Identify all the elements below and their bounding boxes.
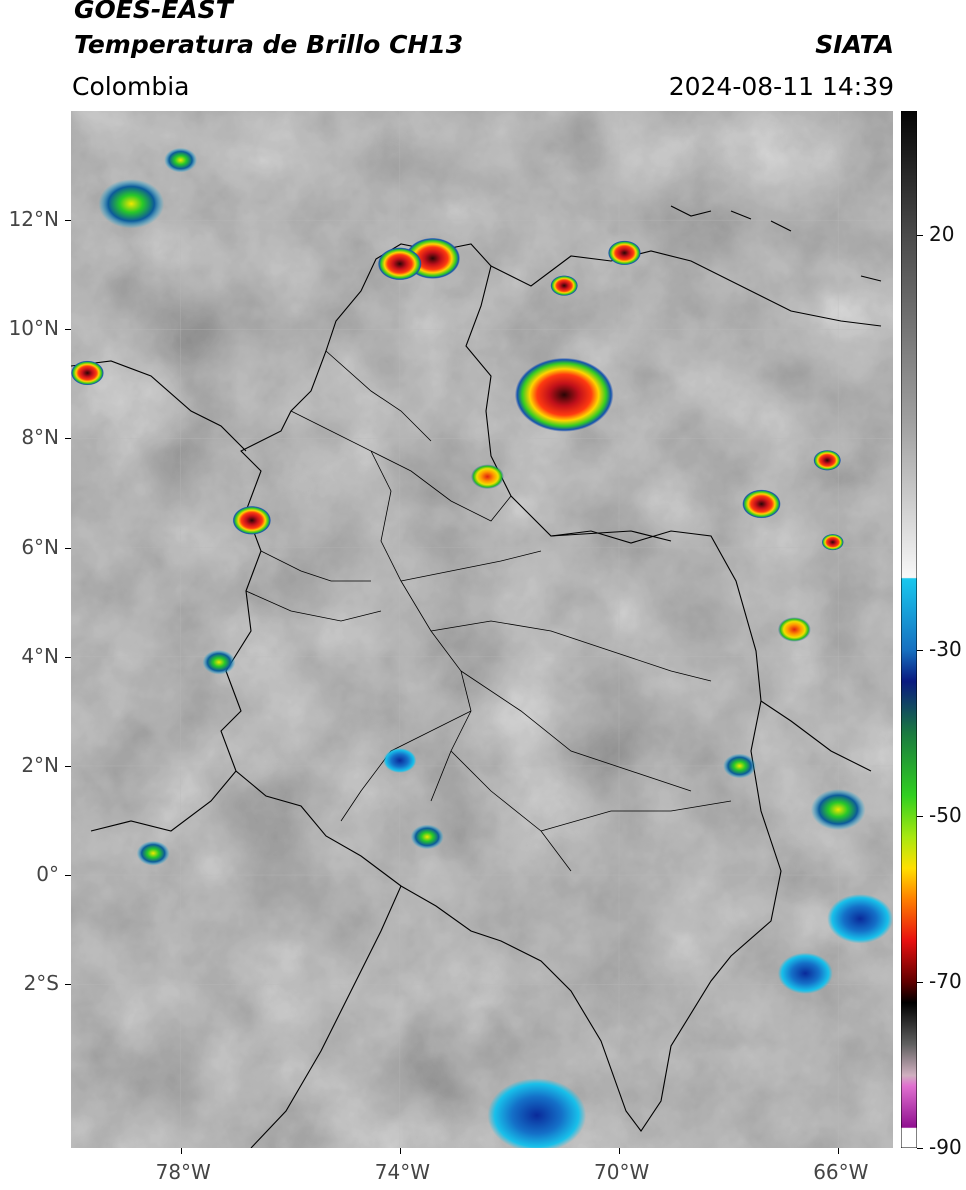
lat-tick-label: 0° (36, 862, 59, 887)
agency-label: SIATA (815, 30, 894, 59)
storm-cell-red (550, 275, 578, 296)
lat-tick-label: 8°N (21, 425, 59, 450)
colorbar-tick-label: -50 (929, 803, 962, 828)
satellite-map (71, 111, 893, 1148)
lat-tick (65, 656, 71, 658)
lat-tick (65, 329, 71, 331)
lon-tick-label: 70°W (594, 1160, 650, 1184)
venezuela-border (490, 250, 882, 772)
satellite-title: GOES-EAST (74, 0, 233, 24)
storm-cell-orange (471, 464, 504, 490)
colorbar (901, 111, 917, 1148)
storm-cell-green (723, 753, 756, 779)
lon-tick (180, 1148, 182, 1154)
storm-cell-red (514, 357, 614, 432)
storm-cell-red (377, 247, 422, 281)
lon-tick-label: 66°W (813, 1160, 869, 1184)
lat-tick-label: 12°N (8, 207, 59, 232)
ecuador-peru-border (90, 770, 402, 1148)
storm-cell-red (742, 489, 781, 519)
lat-tick (65, 875, 71, 877)
region-label: Colombia (72, 72, 190, 101)
lat-tick-label: 4°N (21, 643, 59, 668)
storm-cell-green (202, 649, 236, 675)
storm-cell-blue (777, 952, 833, 994)
colorbar-ramp (901, 111, 917, 1148)
storm-cell-green (164, 147, 198, 173)
storm-cell-green (98, 179, 165, 229)
storm-cell-red (71, 360, 104, 386)
storm-cell-red (232, 505, 272, 535)
lat-tick-label: 6°N (21, 534, 59, 559)
lat-tick (65, 765, 71, 767)
cloud-texture (71, 111, 893, 1148)
storm-cell-red (608, 240, 641, 266)
lat-tick (65, 547, 71, 549)
storm-cell-blue (827, 894, 893, 944)
storm-cell-red (821, 533, 844, 551)
panama-coast (71, 360, 247, 452)
storm-cell-green (410, 824, 444, 850)
product-title: Temperatura de Brillo CH13 (74, 30, 464, 59)
lon-tick-label: 74°W (374, 1160, 431, 1184)
storm-cell-red (813, 450, 841, 471)
lon-tick (399, 1148, 401, 1154)
lon-tick-label: 78°W (155, 1160, 211, 1184)
lat-tick-label: 2°S (23, 971, 59, 996)
lat-tick-label: 2°N (21, 752, 59, 777)
colorbar-tick (917, 235, 923, 237)
colorbar-tick-label: -90 (929, 1135, 962, 1159)
lat-tick-label: 10°N (8, 316, 59, 341)
colorbar-tick-label: -30 (929, 637, 962, 662)
colorbar-tick-label: 20 (929, 222, 955, 247)
colorbar-tick-label: -70 (929, 969, 962, 994)
storm-cell-blue (383, 748, 417, 773)
datetime-label: 2024-08-11 14:39 (668, 72, 894, 101)
storm-cell-orange (777, 617, 811, 642)
storm-cell-green (810, 789, 866, 831)
colorbar-tick (917, 816, 923, 818)
storm-cell-green (136, 840, 170, 866)
convective-cells (71, 147, 893, 1148)
colorbar-tick (917, 650, 923, 652)
colorbar-tick (917, 982, 923, 984)
lat-tick (65, 220, 71, 222)
colorbar-tick (917, 1148, 923, 1149)
lat-tick (65, 984, 71, 986)
lat-tick (65, 438, 71, 440)
graticule (71, 111, 893, 1148)
lon-tick (619, 1148, 620, 1154)
lon-tick (838, 1148, 840, 1154)
islands (670, 205, 882, 282)
storm-cell-blue (487, 1078, 587, 1148)
